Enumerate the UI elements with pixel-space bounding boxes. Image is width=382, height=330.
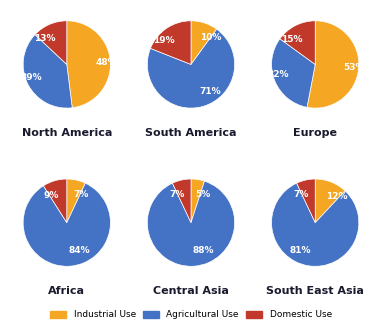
Wedge shape: [191, 179, 204, 223]
Text: 39%: 39%: [20, 73, 42, 82]
Text: 81%: 81%: [289, 246, 311, 255]
Legend: Industrial Use, Agricultural Use, Domestic Use: Industrial Use, Agricultural Use, Domest…: [47, 308, 335, 322]
Title: Central Asia: Central Asia: [153, 286, 229, 296]
Text: 48%: 48%: [95, 58, 117, 67]
Wedge shape: [272, 183, 359, 266]
Wedge shape: [307, 21, 359, 108]
Text: 10%: 10%: [200, 33, 221, 42]
Text: 13%: 13%: [34, 34, 55, 43]
Text: 9%: 9%: [44, 191, 59, 200]
Title: Europe: Europe: [293, 128, 337, 138]
Text: 7%: 7%: [294, 190, 309, 199]
Text: 7%: 7%: [170, 190, 185, 199]
Wedge shape: [280, 21, 315, 64]
Wedge shape: [172, 179, 191, 223]
Text: 15%: 15%: [281, 35, 302, 44]
Text: 53%: 53%: [343, 63, 365, 72]
Title: South America: South America: [145, 128, 237, 138]
Wedge shape: [147, 29, 235, 108]
Wedge shape: [44, 179, 67, 223]
Wedge shape: [35, 21, 67, 64]
Text: 32%: 32%: [267, 70, 289, 80]
Wedge shape: [147, 181, 235, 266]
Text: 5%: 5%: [196, 190, 211, 199]
Wedge shape: [315, 179, 345, 223]
Text: 12%: 12%: [325, 192, 347, 201]
Text: 19%: 19%: [154, 37, 175, 46]
Text: 71%: 71%: [199, 87, 220, 96]
Wedge shape: [191, 21, 217, 64]
Title: North America: North America: [22, 128, 112, 138]
Wedge shape: [151, 21, 191, 64]
Wedge shape: [23, 35, 72, 108]
Title: Africa: Africa: [48, 286, 85, 296]
Wedge shape: [23, 183, 110, 266]
Text: 88%: 88%: [193, 247, 214, 255]
Wedge shape: [67, 179, 85, 223]
Title: South East Asia: South East Asia: [266, 286, 364, 296]
Text: 84%: 84%: [69, 247, 90, 255]
Wedge shape: [297, 179, 315, 223]
Text: 7%: 7%: [73, 190, 88, 199]
Wedge shape: [272, 39, 315, 107]
Wedge shape: [67, 21, 110, 108]
